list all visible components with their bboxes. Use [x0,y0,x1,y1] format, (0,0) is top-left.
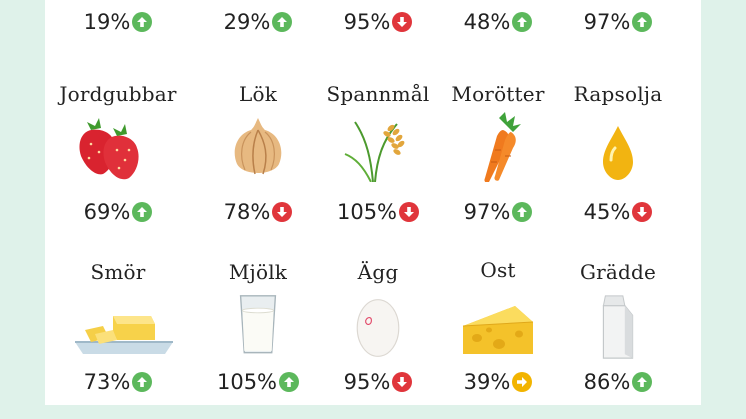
trend-up-icon [279,372,300,392]
trend-up-icon [512,202,533,222]
onion-icon [234,118,282,175]
infographic-panel: 19% 29% 95% 48% 97% Jordgubbar [45,0,701,405]
percent-value: 78% [223,200,271,224]
percent-value: 45% [583,200,631,224]
trend-up-icon [632,12,653,32]
milk-glass-icon [239,295,277,354]
strawberry-icon [79,118,139,180]
percent-value: 95% [343,370,391,394]
trend-neutral-icon [512,372,533,392]
item-label: Grädde [579,260,657,284]
item-label: Mjölk [228,260,288,284]
percent-value: 39% [463,370,511,394]
butter-icon [75,316,173,354]
grain-icon [344,121,405,182]
trend-up-icon [132,372,153,392]
item-label: Rapsolja [573,82,663,106]
cream-carton-icon [602,295,634,359]
item-label: Ägg [357,260,399,284]
trend-up-icon [632,372,653,392]
trend-down-icon [272,202,293,222]
percent-value: 97% [463,200,511,224]
percent-value: 73% [83,370,131,394]
item-label: Lök [238,82,278,106]
percent-value: 19% [83,10,131,34]
trend-up-icon [132,12,153,32]
trend-down-icon [392,372,413,392]
cheese-icon [462,306,534,354]
trend-down-icon [392,12,413,32]
percent-value: 95% [343,10,391,34]
item-label: Smör [90,260,146,284]
percent-value: 69% [83,200,131,224]
trend-up-icon [272,12,293,32]
oil-drop-icon [603,126,633,180]
percent-value: 48% [463,10,511,34]
item-label: Morötter [451,82,545,106]
percent-value: 97% [583,10,631,34]
trend-down-icon [399,202,420,222]
percent-value: 29% [223,10,271,34]
trend-up-icon [512,12,533,32]
item-label: Jordgubbar [59,82,177,106]
trend-up-icon [132,202,153,222]
percent-value: 86% [583,370,631,394]
egg-icon [356,299,400,357]
percent-value: 105% [336,200,398,224]
item-label: Ost [480,258,516,282]
trend-down-icon [632,202,653,222]
percent-value: 105% [216,370,278,394]
item-label: Spannmål [326,82,430,106]
carrot-icon [484,112,521,182]
